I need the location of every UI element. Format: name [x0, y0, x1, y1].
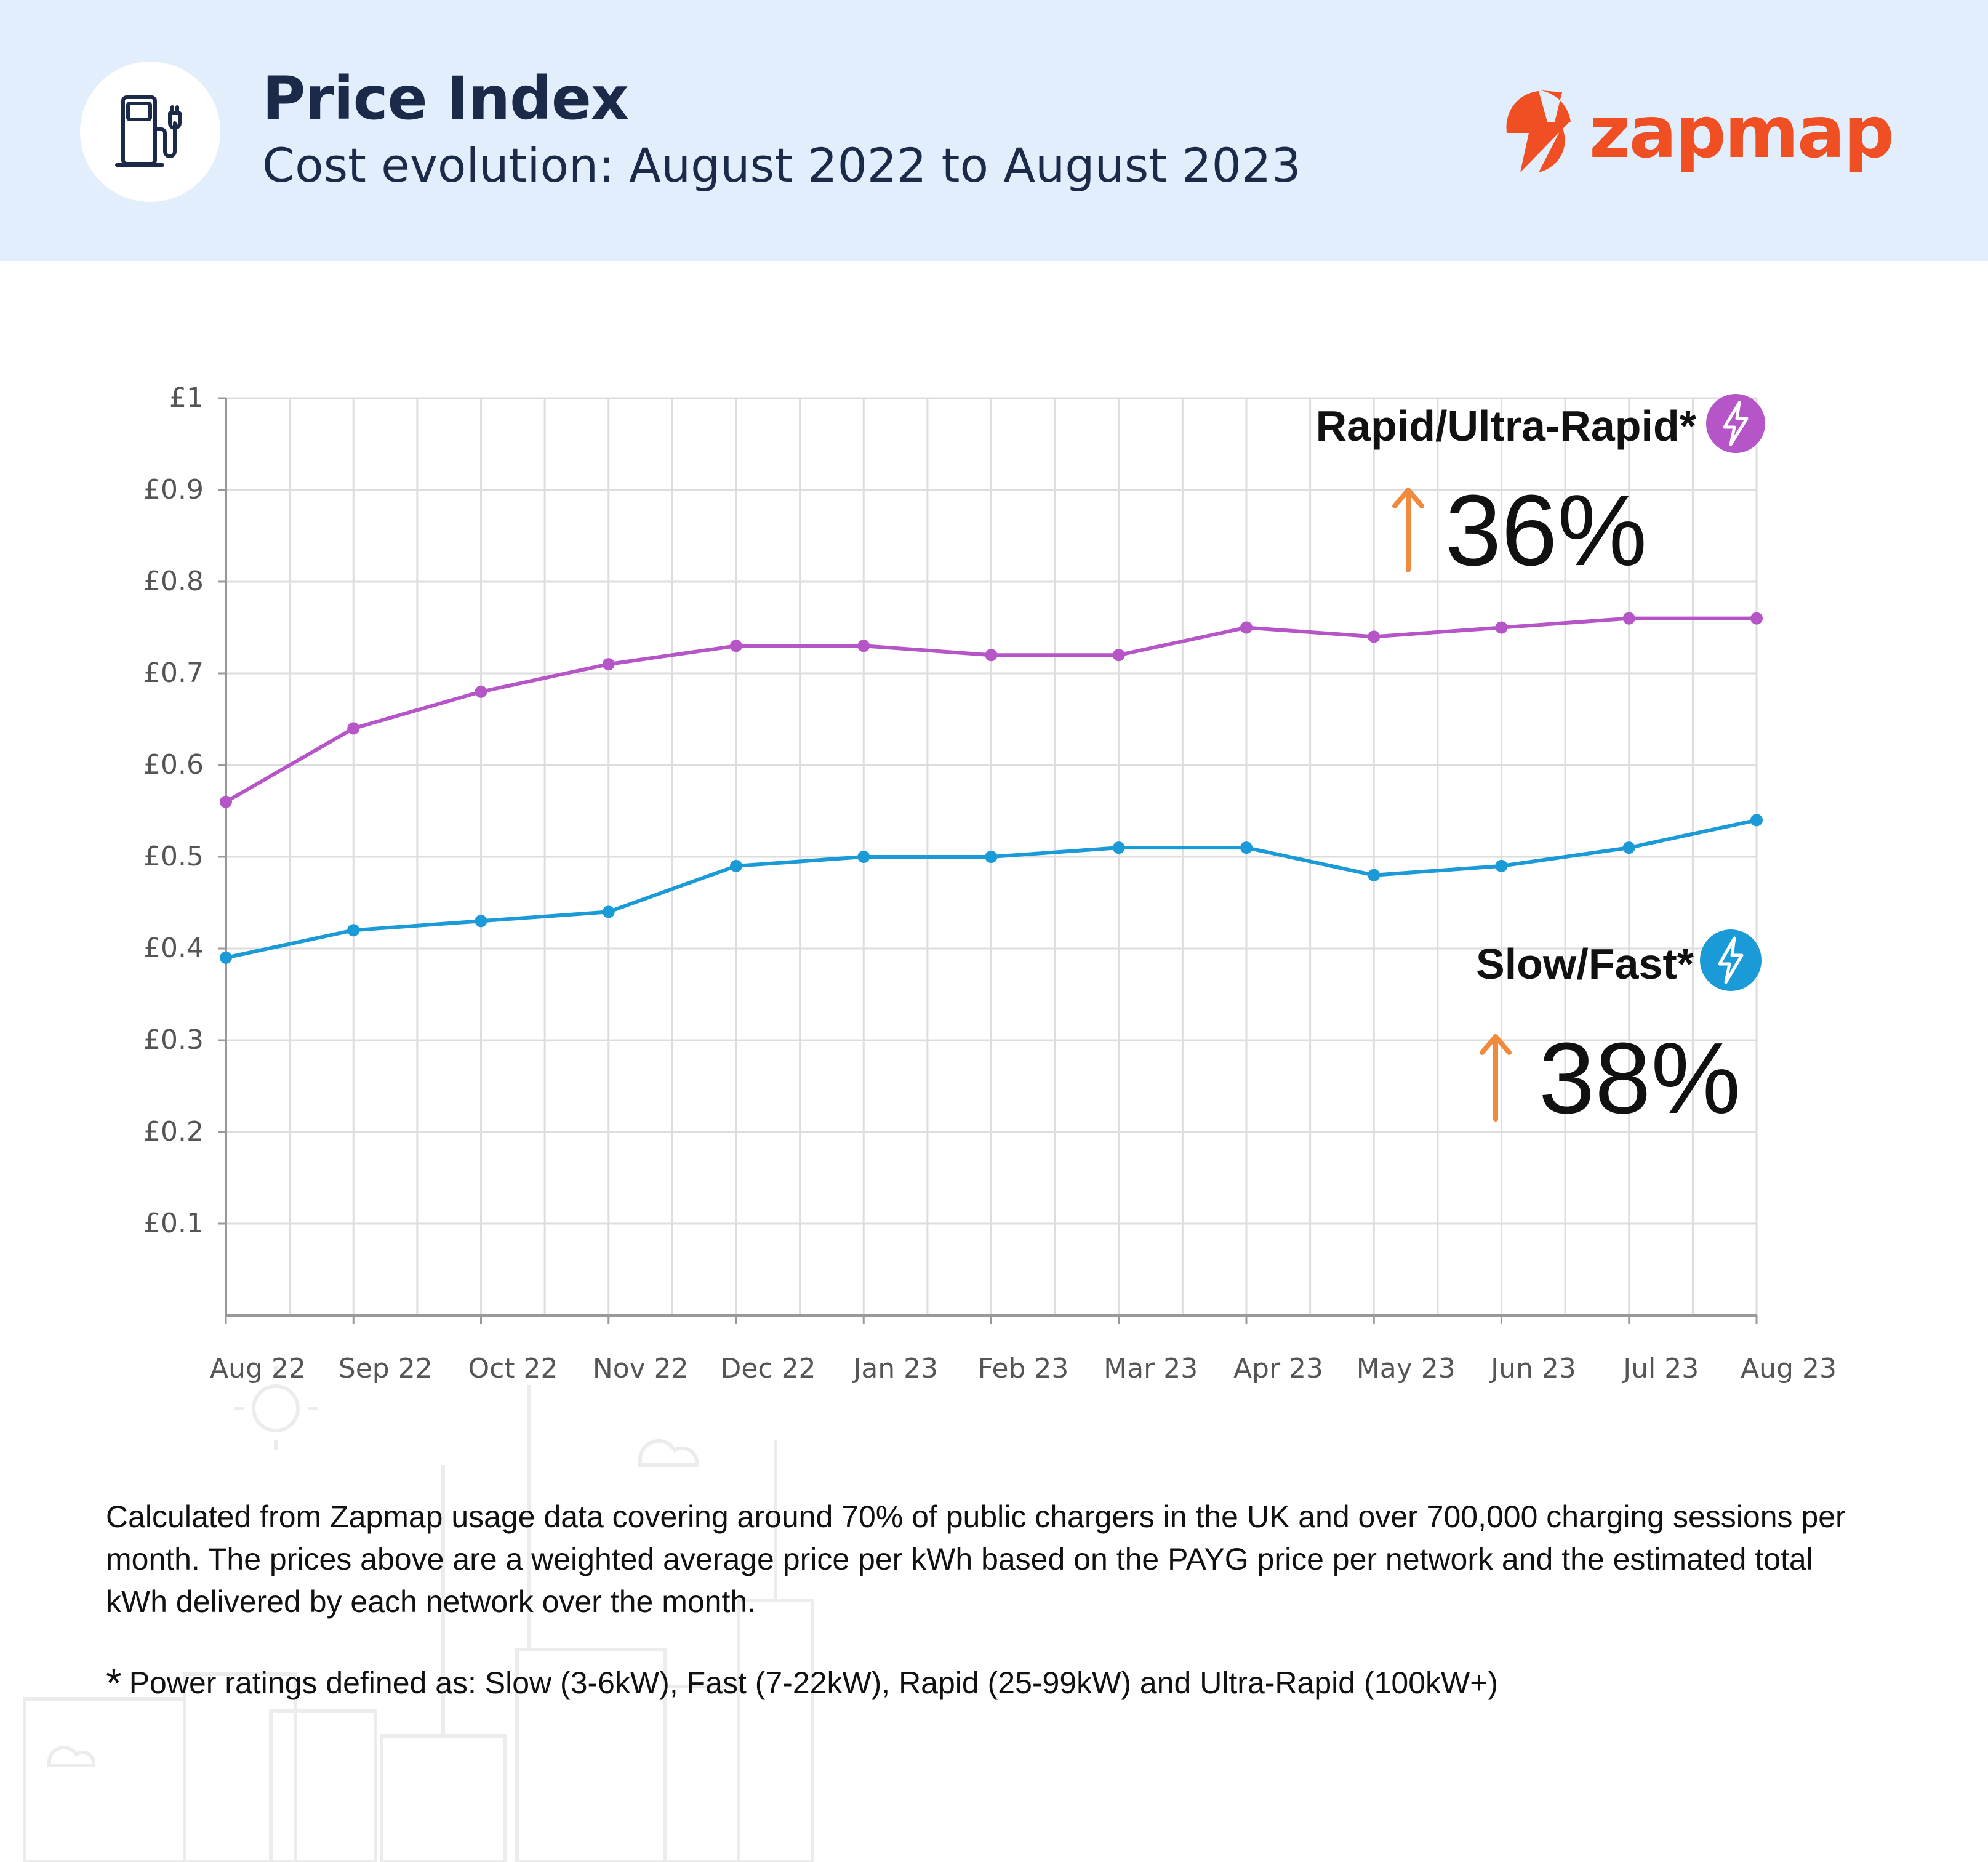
data-point [347, 722, 360, 735]
x-tick-label: Aug 23 [1741, 1353, 1837, 1384]
data-point [1622, 612, 1635, 625]
data-point [1368, 630, 1381, 643]
data-point [985, 649, 998, 662]
chart-series [220, 612, 1763, 964]
rapid-callout: Rapid/Ultra-Rapid* 36% [1316, 394, 1765, 587]
y-tick-label: £1 [169, 382, 204, 414]
y-tick-label: £0.4 [143, 933, 204, 964]
data-point [220, 951, 232, 964]
x-tick-label: Apr 23 [1233, 1353, 1323, 1384]
data-point [220, 795, 232, 808]
data-point [1240, 841, 1253, 854]
power-ratings-text: Power ratings defined as: Slow (3-6kW), … [129, 1666, 1499, 1700]
rapid-series-label: Rapid/Ultra-Rapid* [1315, 402, 1696, 450]
y-tick-label: £0.2 [143, 1116, 204, 1147]
lightning-bolt-icon [1700, 929, 1762, 991]
lightning-bolt-icon [1706, 394, 1765, 453]
data-point [1112, 649, 1125, 662]
x-tick-label: Aug 22 [210, 1353, 306, 1384]
x-tick-label: Sep 22 [339, 1353, 433, 1384]
city-skyline-decoration [23, 1366, 814, 1862]
chart-grid [226, 397, 1758, 1315]
logo-text: zapmap [1589, 91, 1894, 174]
rapid-change-percent: 36% [1445, 474, 1648, 587]
data-point [1240, 621, 1253, 634]
increase-arrow-icon [1480, 1034, 1512, 1122]
data-point [857, 851, 870, 863]
data-point [602, 658, 615, 671]
x-tick-label: Feb 23 [978, 1353, 1069, 1384]
data-point [1750, 612, 1763, 625]
y-tick-label: £0.5 [143, 841, 204, 872]
data-point [1495, 859, 1508, 872]
ev-charger-icon [80, 62, 220, 202]
data-point [857, 640, 870, 652]
data-point [1622, 841, 1635, 854]
x-tick-label: Nov 22 [593, 1353, 689, 1384]
page-title: Price Index [262, 64, 629, 133]
data-point [347, 924, 360, 937]
slow-callout: Slow/Fast* 38% [1440, 929, 1766, 1134]
methodology-footnote: Calculated from Zapmap usage data coveri… [106, 1499, 1846, 1619]
y-tick-label: £0.1 [143, 1208, 204, 1239]
page-subtitle: Cost evolution: August 2022 to August 20… [262, 138, 1301, 193]
x-tick-label: Oct 22 [468, 1353, 558, 1384]
data-point [1750, 814, 1763, 827]
data-point [730, 640, 742, 652]
x-tick-label: Jan 23 [851, 1353, 938, 1384]
data-point [1495, 621, 1508, 634]
x-tick-label: May 23 [1357, 1353, 1456, 1384]
data-point [475, 915, 487, 928]
y-tick-label: £0.7 [143, 657, 204, 689]
header-banner: Price Index Cost evolution: August 2022 … [0, 0, 1988, 261]
price-line-chart: £1 £0.9 £0.8 £0.7 £0.6 £0.5 £0.4 £0.3 £0.2 £0.1 Au… [143, 382, 1837, 1384]
data-point [602, 905, 615, 918]
slow-change-percent: 38% [1539, 1022, 1741, 1134]
data-point [730, 859, 742, 872]
logo-bolt-icon [1535, 90, 1571, 122]
data-point [1112, 841, 1125, 854]
y-tick-label: £0.8 [143, 566, 204, 597]
asterisk: * [106, 1660, 122, 1706]
data-point [1368, 869, 1381, 881]
x-tick-label: Dec 22 [720, 1353, 816, 1384]
data-point [985, 851, 998, 863]
zapmap-logo: zapmap [1502, 86, 1896, 179]
chart-axes: £1 £0.9 £0.8 £0.7 £0.6 £0.5 £0.4 £0.3 £0.2 £0.1 Au… [143, 382, 1837, 1384]
y-tick-label: £0.3 [143, 1024, 204, 1056]
slow-series-label: Slow/Fast* [1476, 940, 1694, 988]
y-tick-label: £0.9 [143, 474, 204, 505]
x-tick-label: Jul 23 [1621, 1353, 1699, 1384]
y-tick-label: £0.6 [143, 749, 204, 781]
x-tick-label: Mar 23 [1104, 1353, 1198, 1384]
x-tick-label: Jun 23 [1489, 1353, 1576, 1384]
data-point [475, 685, 487, 698]
power-ratings-note: * Power ratings defined as: Slow (3-6kW),… [106, 1656, 1499, 1706]
increase-arrow-icon [1392, 488, 1424, 572]
